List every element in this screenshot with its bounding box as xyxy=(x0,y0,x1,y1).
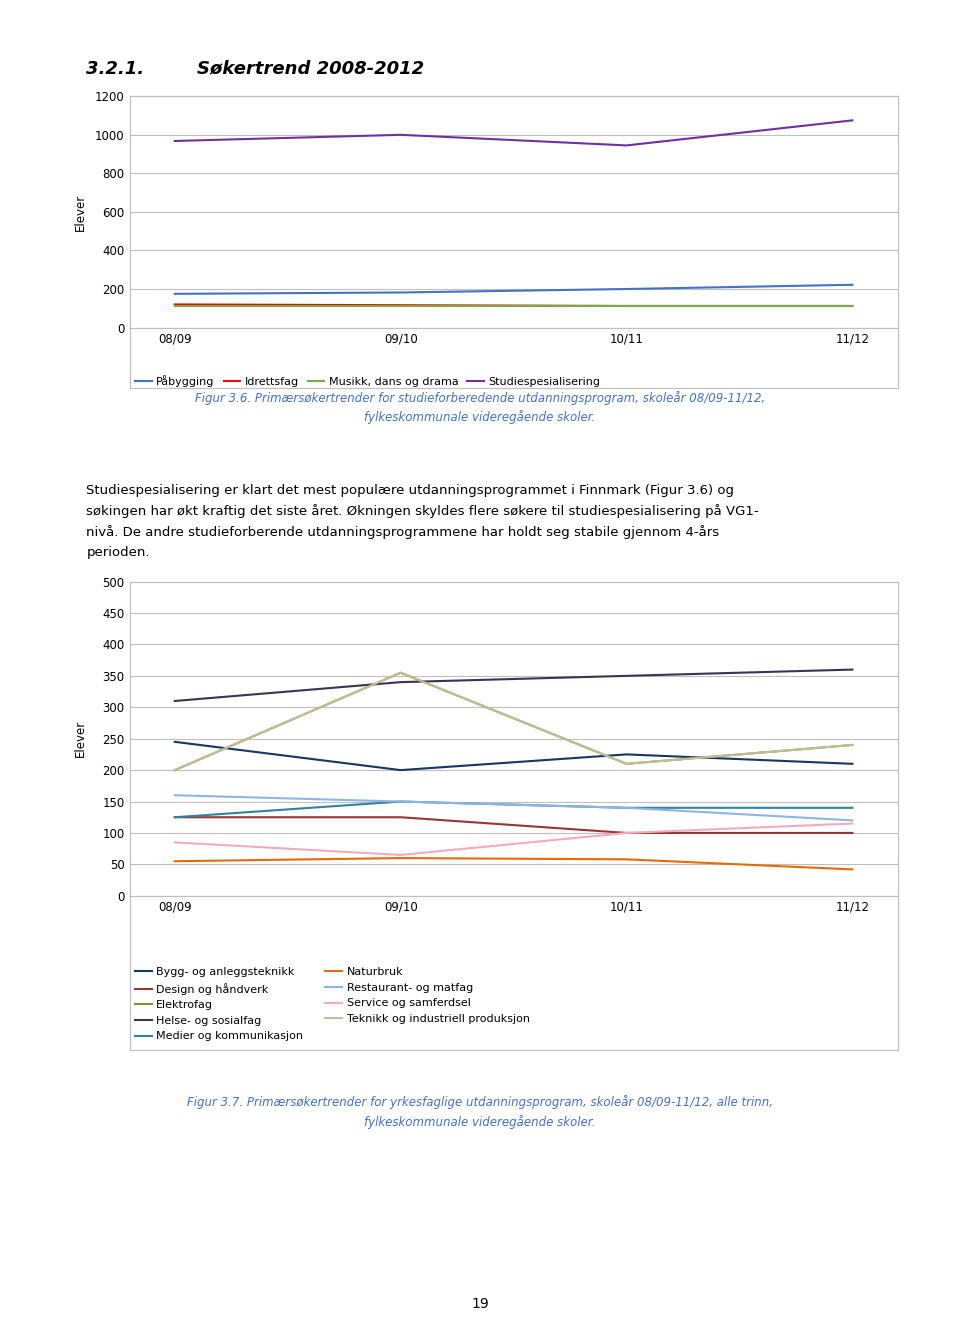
Text: Studiespesialisering er klart det mest populære utdanningsprogrammet i Finnmark : Studiespesialisering er klart det mest p… xyxy=(86,484,759,559)
Y-axis label: Elever: Elever xyxy=(74,194,87,230)
Legend: Påbygging, Idrettsfag, Musikk, dans og drama, Studiespesialisering: Påbygging, Idrettsfag, Musikk, dans og d… xyxy=(135,374,601,386)
Text: Figur 3.6. Primærsøkertrender for studieforberedende utdanningsprogram, skoleår : Figur 3.6. Primærsøkertrender for studie… xyxy=(195,390,765,424)
Text: 3.2.1.: 3.2.1. xyxy=(86,60,145,78)
Text: Figur 3.7. Primærsøkertrender for yrkesfaglige utdanningsprogram, skoleår 08/09-: Figur 3.7. Primærsøkertrender for yrkesf… xyxy=(187,1095,773,1128)
Y-axis label: Elever: Elever xyxy=(74,721,87,757)
Legend: Bygg- og anleggsteknikk, Design og håndverk, Elektrofag, Helse- og sosialfag, Me: Bygg- og anleggsteknikk, Design og håndv… xyxy=(135,968,530,1042)
Text: 19: 19 xyxy=(471,1297,489,1310)
Text: Søkertrend 2008-2012: Søkertrend 2008-2012 xyxy=(197,60,424,78)
